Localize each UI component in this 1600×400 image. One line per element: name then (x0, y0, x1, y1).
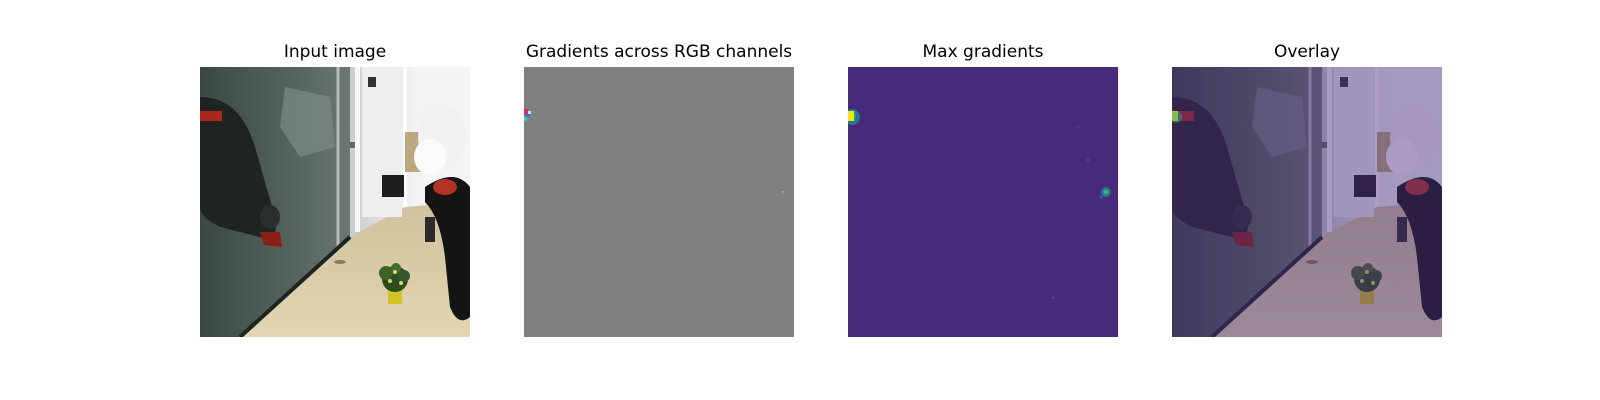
input-photo (200, 67, 470, 337)
input-image-panel (200, 67, 470, 337)
max-gradients-panel (848, 67, 1118, 337)
panel-title-max: Max gradients (922, 42, 1044, 62)
max-gradient-heatmap (848, 67, 1118, 337)
gradient-map (524, 67, 794, 337)
panel-title-input: Input image (283, 42, 387, 62)
panel-title-gradients: Gradients across RGB channels (525, 42, 793, 62)
panel-title-overlay: Overlay (1273, 42, 1341, 62)
overlay-panel (1172, 67, 1442, 337)
gradients-rgb-panel (524, 67, 794, 337)
overlay-image (1172, 67, 1442, 337)
